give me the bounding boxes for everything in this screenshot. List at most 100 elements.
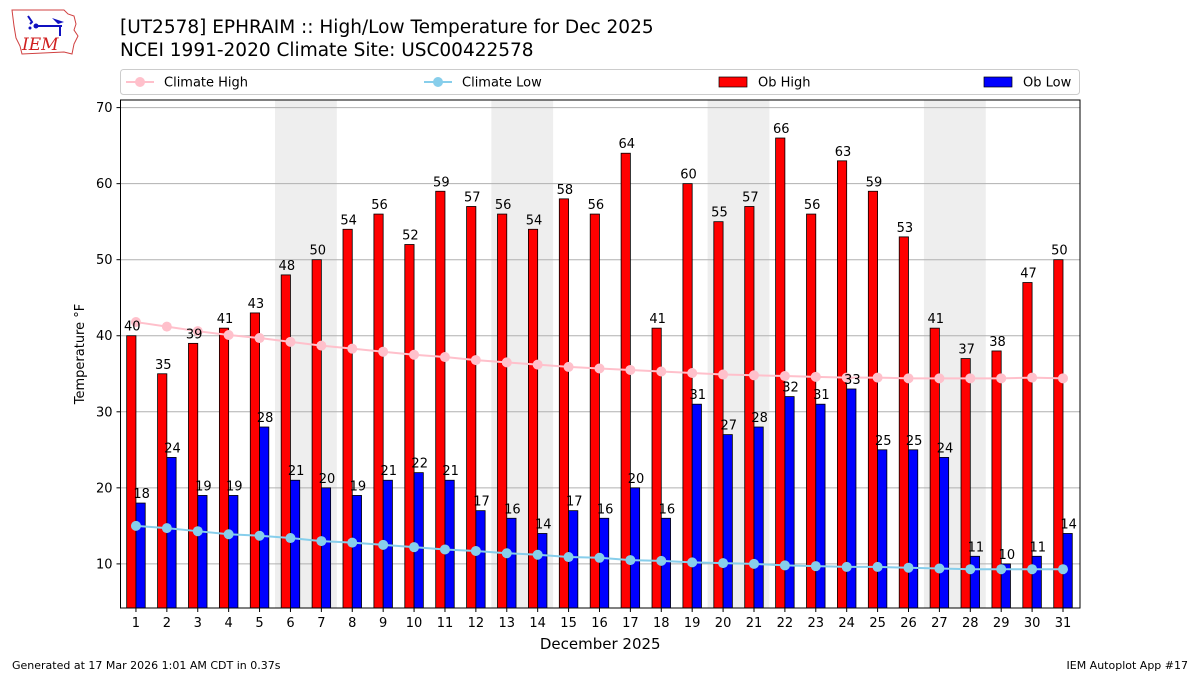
legend-label-climate-low: Climate Low <box>462 76 542 91</box>
ob-high-bar <box>589 213 600 609</box>
climate-low-point <box>223 529 234 540</box>
ob-low-label: 31 <box>813 388 830 403</box>
ob-high-bar <box>218 327 230 609</box>
legend-item-climate-low: Climate Low <box>424 76 542 91</box>
x-tick-label: 20 <box>715 616 732 631</box>
ob-low-label: 19 <box>350 479 367 494</box>
x-tick-label: 4 <box>225 616 233 631</box>
climate-low-point <box>254 530 265 541</box>
generated-timestamp: Generated at 17 Mar 2026 1:01 AM CDT in … <box>12 659 281 672</box>
ob-high-label: 41 <box>217 312 234 327</box>
ob-low-swatch-icon <box>983 76 1013 88</box>
ob-low-label: 21 <box>288 464 305 479</box>
ob-low-label: 22 <box>411 457 428 472</box>
x-tick-label: 26 <box>900 616 917 631</box>
ob-low-bar <box>506 517 517 609</box>
ob-high-label: 37 <box>958 343 975 358</box>
climate-low-point <box>841 561 852 572</box>
ob-high-label: 54 <box>340 213 357 228</box>
x-tick-label: 17 <box>622 616 639 631</box>
x-tick-label: 8 <box>348 616 356 631</box>
ob-high-label: 63 <box>835 145 852 160</box>
ob-high-label: 48 <box>279 259 296 274</box>
climate-high-point <box>748 370 759 381</box>
climate-low-point <box>192 526 203 537</box>
ob-high-label: 35 <box>155 358 172 373</box>
ob-high-label: 55 <box>711 206 728 221</box>
climate-low-point <box>285 533 296 544</box>
ob-high-label: 54 <box>526 213 543 228</box>
x-tick-label: 28 <box>962 616 979 631</box>
y-tick-label: 60 <box>96 177 113 192</box>
ob-high-label: 43 <box>248 297 265 312</box>
ob-low-label: 32 <box>782 381 799 396</box>
x-tick-label: 16 <box>591 616 608 631</box>
ob-high-label: 64 <box>618 137 635 152</box>
ob-low-bar <box>290 479 301 609</box>
ob-high-label: 56 <box>495 198 512 213</box>
climate-low-point <box>1058 564 1069 575</box>
climate-low-point <box>934 563 945 574</box>
climate-high-point <box>470 355 481 366</box>
x-tick-label: 30 <box>1024 616 1041 631</box>
app-credit: IEM Autoplot App #17 <box>1066 659 1189 672</box>
ob-high-bar <box>713 221 724 609</box>
climate-low-point <box>903 562 914 573</box>
ob-low-label: 17 <box>566 495 583 510</box>
ob-low-label: 28 <box>751 411 768 426</box>
climate-low-point <box>810 561 821 572</box>
climate-high-point <box>532 359 543 370</box>
climate-high-point <box>1027 372 1038 383</box>
climate-low-point <box>563 552 574 563</box>
legend-box <box>120 69 1080 95</box>
legend-item-ob-high: Ob High <box>718 76 811 91</box>
ob-high-label: 38 <box>989 335 1006 350</box>
ob-high-bar <box>744 206 755 609</box>
legend-label-ob-high: Ob High <box>758 76 811 91</box>
ob-low-label: 24 <box>164 441 181 456</box>
climate-high-marker-icon <box>135 77 145 87</box>
legend: Climate High Climate Low Ob High Ob Low <box>120 69 1080 95</box>
y-tick-label: 50 <box>96 253 113 268</box>
climate-low-point <box>347 537 358 548</box>
ob-low-bar <box>815 403 826 609</box>
ob-low-label: 14 <box>1060 517 1077 532</box>
ob-low-bar <box>938 457 950 609</box>
ob-low-label: 21 <box>381 464 398 479</box>
climate-high-point <box>625 364 636 375</box>
climate-low-point <box>748 558 759 569</box>
ob-low-bar <box>537 533 548 609</box>
x-tick-label: 9 <box>379 616 387 631</box>
y-tick-label: 30 <box>96 405 113 420</box>
ob-high-bar <box>1053 259 1064 609</box>
ob-low-bar <box>228 495 239 609</box>
bar-labels: 40 35 39 41 43 48 50 54 56 52 59 57 56 54 58 56 64 41 60 55… <box>124 122 1077 563</box>
climate-high-point <box>378 346 389 357</box>
ob-low-label: 27 <box>720 419 737 434</box>
climate-high-point <box>810 371 821 382</box>
ob-high-label: 39 <box>186 327 203 342</box>
climate-high-point <box>316 340 327 351</box>
legend-item-ob-low: Ob Low <box>983 76 1072 91</box>
climate-high-point <box>285 336 296 347</box>
x-tick-label: 18 <box>653 616 670 631</box>
x-tick-label: 6 <box>286 616 294 631</box>
plot-frame <box>120 99 1081 609</box>
ob-low-label: 28 <box>257 411 274 426</box>
ob-high-label: 59 <box>866 175 883 190</box>
ob-high-bar <box>311 259 322 609</box>
climate-high-point <box>409 349 420 360</box>
ob-low-bar <box>753 426 764 609</box>
climate-low-point <box>470 545 481 556</box>
ob-high-label: 59 <box>433 175 450 190</box>
climate-low-point <box>161 523 172 534</box>
climate-low-point <box>687 557 698 568</box>
ob-low-bar <box>599 517 610 609</box>
ob-low-bar <box>629 487 641 609</box>
climate-high-point <box>254 333 265 344</box>
climate-high-point <box>996 373 1007 384</box>
ob-low-bar <box>197 495 208 609</box>
climate-low-marker-icon <box>433 77 443 87</box>
climate-high-point <box>779 371 790 382</box>
ob-high-label: 66 <box>773 122 790 137</box>
